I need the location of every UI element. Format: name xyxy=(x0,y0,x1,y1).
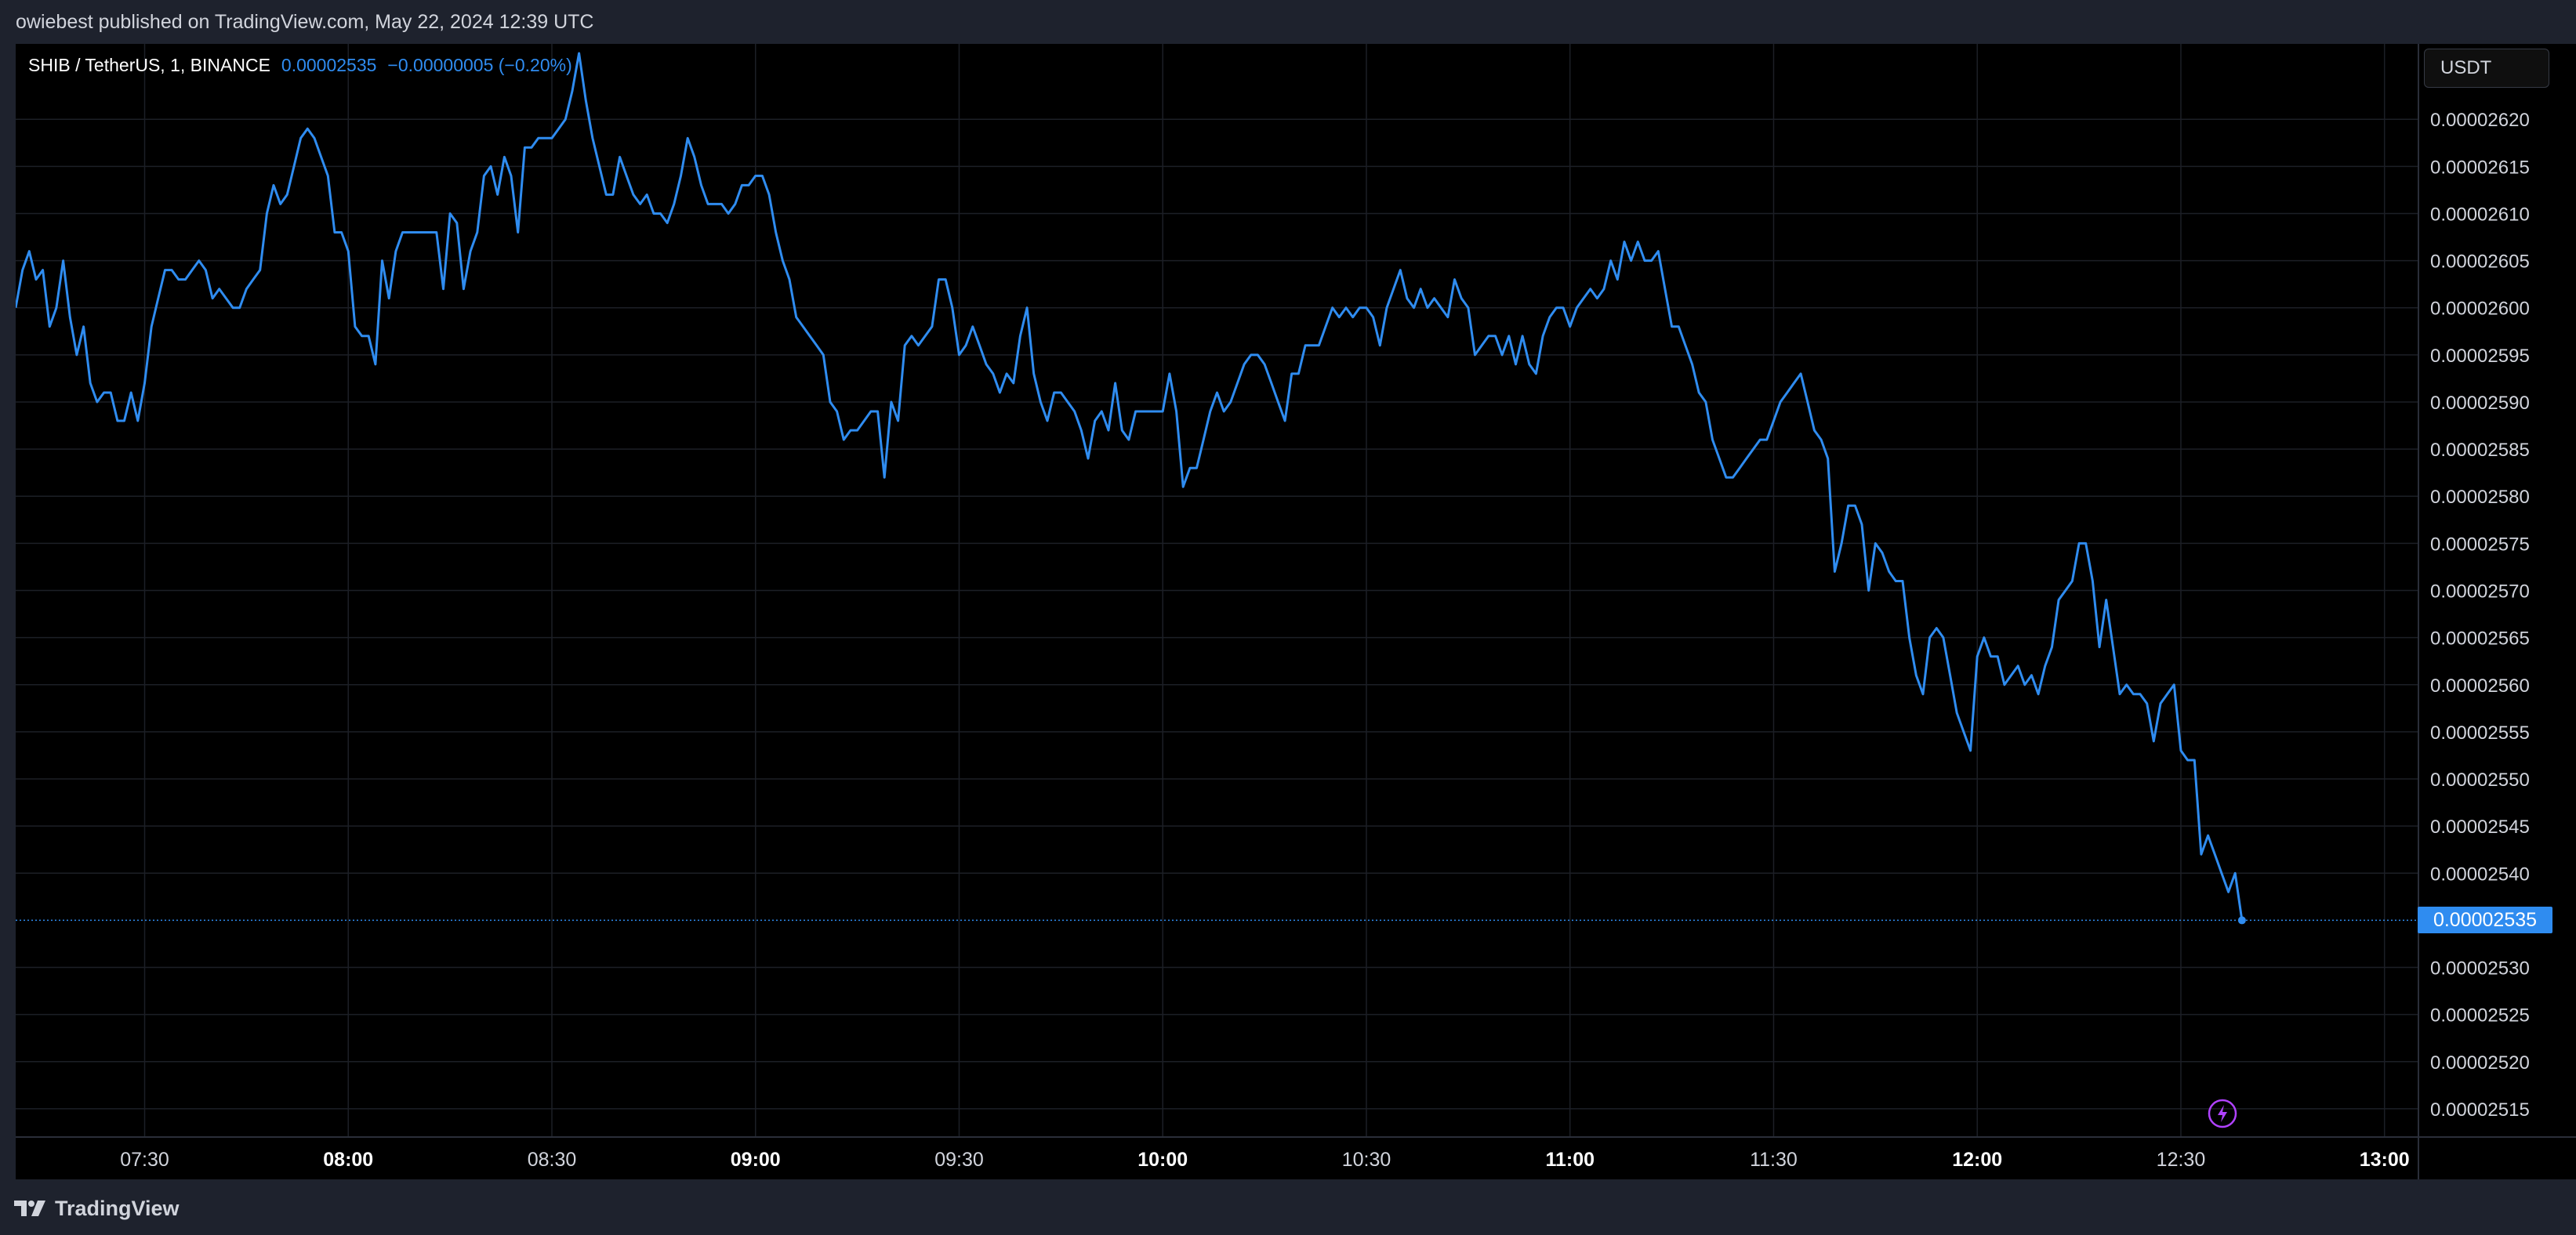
y-tick-label: 0.00002600 xyxy=(2430,299,2530,320)
y-tick-label: 0.00002555 xyxy=(2430,723,2530,744)
y-tick-label: 0.00002570 xyxy=(2430,581,2530,603)
price-chart[interactable]: 0.00002515 0.00002520 0.00002525 0.00002530… xyxy=(16,44,2576,1179)
x-tick-label: 09:00 xyxy=(731,1149,781,1171)
y-tick-label: 0.00002580 xyxy=(2430,487,2530,508)
x-tick-label: 08:30 xyxy=(528,1149,577,1171)
x-tick-label: 11:00 xyxy=(1545,1149,1595,1171)
footer: TradingView xyxy=(0,1179,2576,1235)
chart-area[interactable]: 0.00002515 0.00002520 0.00002525 0.00002530… xyxy=(16,44,2576,1179)
y-tick-label: 0.00002525 xyxy=(2430,1005,2530,1027)
publisher-text: owiebest published on TradingView.com, M… xyxy=(16,11,594,33)
x-tick-label: 09:30 xyxy=(934,1149,984,1171)
y-tick-label: 0.00002530 xyxy=(2430,958,2530,980)
y-tick-label: 0.00002605 xyxy=(2430,252,2530,273)
y-tick-label: 0.00002515 xyxy=(2430,1099,2530,1121)
x-tick-label: 10:00 xyxy=(1137,1149,1188,1171)
tradingview-logo-icon xyxy=(14,1201,45,1216)
lightning-bolt-icon[interactable] xyxy=(2208,1099,2237,1128)
y-tick-label: 0.00002585 xyxy=(2430,440,2530,461)
symbol-change: −0.00000005 (−0.20%) xyxy=(387,55,572,75)
currency-label: USDT xyxy=(2440,57,2492,78)
tradingview-brand: TradingView xyxy=(55,1196,180,1220)
price-series-line xyxy=(16,52,2244,921)
y-tick-label: 0.00002550 xyxy=(2430,770,2530,791)
time-axis[interactable]: 07:30 08:00 08:30 09:00 09:30 10:00 10:30 11:00… xyxy=(120,1149,2409,1171)
x-tick-label: 08:00 xyxy=(323,1149,373,1171)
symbol-last-price: 0.00002535 xyxy=(281,55,377,75)
x-tick-label: 07:30 xyxy=(120,1149,169,1171)
y-tick-label: 0.00002620 xyxy=(2430,110,2530,131)
y-tick-label: 0.00002615 xyxy=(2430,157,2530,178)
x-tick-label: 10:30 xyxy=(1342,1149,1391,1171)
symbol-name[interactable]: SHIB / TetherUS, 1, BINANCE xyxy=(28,55,270,75)
y-tick-label: 0.00002565 xyxy=(2430,628,2530,650)
y-tick-label: 0.00002590 xyxy=(2430,393,2530,414)
grid-lines xyxy=(16,44,2418,1137)
publish-header: owiebest published on TradingView.com, M… xyxy=(0,0,2576,44)
x-tick-label: 11:30 xyxy=(1750,1149,1798,1171)
symbol-legend: SHIB / TetherUS, 1, BINANCE 0.00002535 −… xyxy=(28,55,572,76)
currency-button[interactable]: USDT xyxy=(2424,49,2549,88)
y-tick-label: 0.00002540 xyxy=(2430,864,2530,885)
tradingview-logo[interactable]: TradingView xyxy=(14,1195,180,1222)
last-price-tag-value: 0.00002535 xyxy=(2433,908,2538,931)
y-tick-label: 0.00002575 xyxy=(2430,534,2530,555)
last-price-tag: 0.00002535 xyxy=(2418,907,2552,934)
y-tick-label: 0.00002595 xyxy=(2430,346,2530,367)
x-tick-label: 13:00 xyxy=(2360,1149,2410,1171)
x-tick-label: 12:30 xyxy=(2157,1149,2206,1171)
y-tick-label: 0.00002520 xyxy=(2430,1052,2530,1074)
y-tick-label: 0.00002610 xyxy=(2430,204,2530,225)
y-tick-label: 0.00002545 xyxy=(2430,817,2530,838)
y-tick-label: 0.00002560 xyxy=(2430,675,2530,697)
x-tick-label: 12:00 xyxy=(1952,1149,2002,1171)
price-axis[interactable]: 0.00002515 0.00002520 0.00002525 0.00002530… xyxy=(2430,110,2530,1121)
last-price-dot xyxy=(2237,916,2246,925)
